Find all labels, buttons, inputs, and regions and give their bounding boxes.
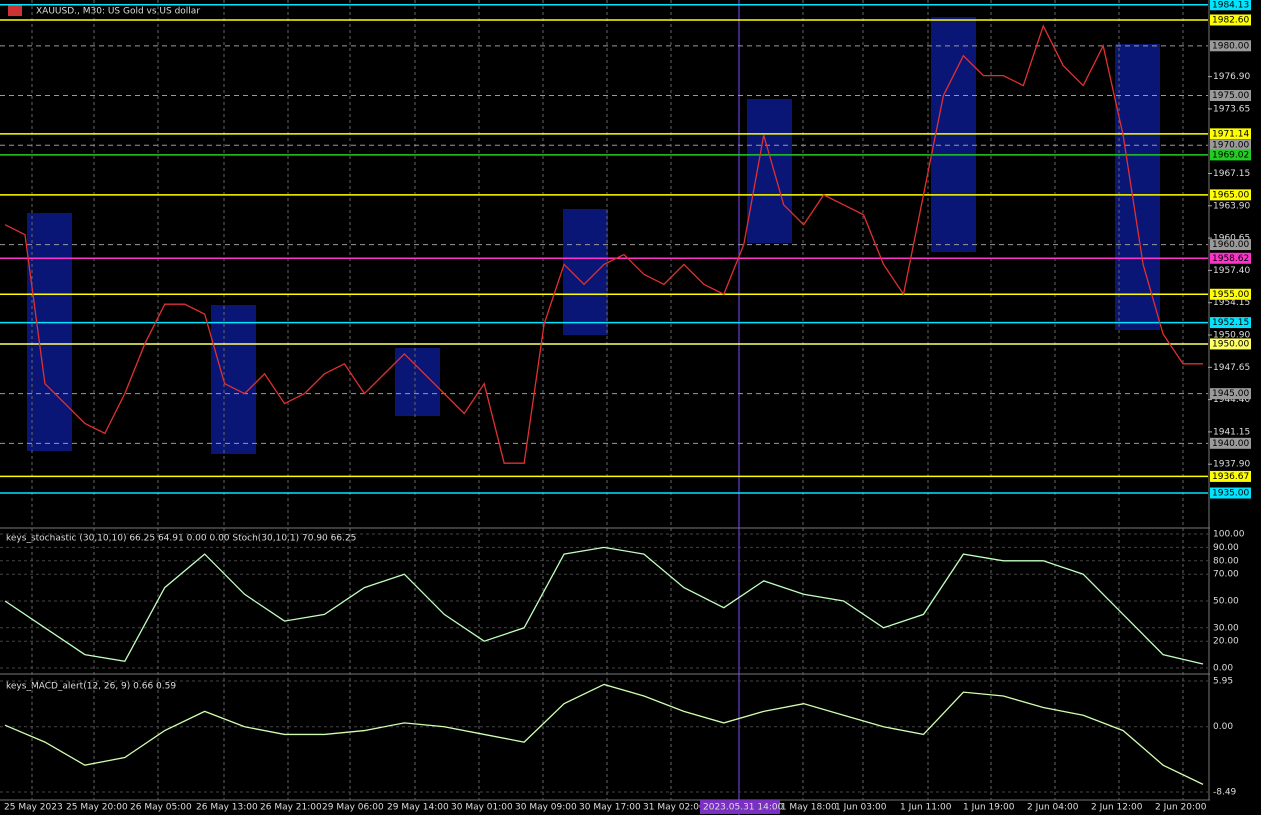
time-label: 30 May 01:00 (451, 803, 513, 813)
indicator-tick: 80.00 (1213, 556, 1239, 566)
price-tick: 1967.15 (1213, 169, 1250, 179)
indicator-tick: 90.00 (1213, 543, 1239, 553)
price-tick: 1944.40 (1213, 395, 1250, 405)
price-tick: 1941.15 (1213, 427, 1250, 437)
boxes (27, 17, 1160, 454)
level-label: 1965.00 (1212, 190, 1249, 200)
level-box (1210, 189, 1251, 201)
level-label: 1935.00 (1212, 489, 1249, 499)
level-box (1210, 388, 1251, 400)
time-label: 1 Jun 19:00 (963, 803, 1015, 813)
level-box (1210, 470, 1251, 482)
indicator-tick: 5.95 (1213, 677, 1233, 687)
level-box (1210, 90, 1251, 102)
flag-icon (8, 5, 22, 16)
level-label: 1984.13 (1212, 0, 1249, 10)
box (563, 209, 608, 335)
time-label: 30 May 17:00 (579, 803, 641, 813)
cursor-time: 2023.05.31 14:00 (703, 803, 784, 813)
level-box (1210, 437, 1251, 449)
indicator-tick: 50.00 (1213, 597, 1239, 607)
time-label: 29 May 06:00 (322, 803, 384, 813)
time-label: 1 Jun 03:00 (835, 803, 887, 813)
level-box (1210, 139, 1251, 151)
time-label: 30 May 09:00 (515, 803, 577, 813)
indicator-tick: 0.00 (1213, 664, 1233, 674)
time-label: 2 Jun 04:00 (1027, 803, 1079, 813)
level-label: 1940.00 (1212, 439, 1249, 449)
price-tick: 1957.40 (1213, 266, 1250, 276)
level-label: 1980.00 (1212, 41, 1249, 51)
time-label: 31 May 02:00 (643, 803, 705, 813)
level-box (1210, 0, 1251, 11)
price-tick: 1960.65 (1213, 234, 1250, 244)
level-box (1210, 149, 1251, 161)
time-label: 25 May 2023 (4, 803, 63, 813)
time-label: 31 May 18:00 (775, 803, 837, 813)
box (27, 213, 72, 451)
level-label: 1952.15 (1212, 318, 1249, 328)
price-tick: 1954.15 (1213, 298, 1250, 308)
level-label: 1971.14 (1212, 129, 1249, 139)
level-label: 1982.60 (1212, 15, 1249, 25)
level-box (1210, 338, 1251, 350)
indicator-tick: 70.00 (1213, 570, 1239, 580)
series-line (4, 683, 1204, 785)
chart-title: XAUUSD., M30: US Gold vs US dollar (36, 7, 200, 17)
level-label: 1936.67 (1212, 472, 1249, 482)
level-label: 1975.00 (1212, 91, 1249, 101)
price-tick: 1950.90 (1213, 331, 1250, 341)
level-box (1210, 487, 1251, 499)
level-box (1210, 14, 1251, 26)
series-line (4, 24, 1203, 464)
box (747, 99, 792, 243)
level-box (1210, 128, 1251, 140)
price-tick: 1976.90 (1213, 72, 1250, 82)
cursor-box (700, 800, 780, 814)
level-box (1210, 252, 1251, 264)
time-label: 1 Jun 11:00 (900, 803, 952, 813)
indicator-tick: -8.49 (1213, 788, 1237, 798)
stoch-label: keys_stochastic (30,10,10) 66.25 64.91 0… (6, 534, 356, 544)
time-label: 26 May 21:00 (260, 803, 322, 813)
level-box (1210, 288, 1251, 300)
time-label: 26 May 05:00 (130, 803, 192, 813)
indicator-tick: 30.00 (1213, 623, 1239, 633)
box (1115, 44, 1160, 330)
box (211, 305, 256, 454)
price-tick: 1963.90 (1213, 201, 1250, 211)
price-tick: 1947.65 (1213, 363, 1250, 373)
series-line (4, 546, 1204, 665)
time-label: 2 Jun 20:00 (1155, 803, 1207, 813)
level-label: 1960.00 (1212, 240, 1249, 250)
time-label: 2 Jun 12:00 (1091, 803, 1143, 813)
time-label: 29 May 14:00 (387, 803, 449, 813)
level-box (1210, 40, 1251, 52)
level-label: 1958.62 (1212, 254, 1249, 264)
level-box (1210, 317, 1251, 329)
level-label: 1969.02 (1212, 150, 1249, 160)
level-label: 1970.00 (1212, 141, 1249, 151)
price-tick: 1973.65 (1213, 104, 1250, 114)
price-tick: 1937.90 (1213, 460, 1250, 470)
macd-label: keys_MACD_alert(12, 26, 9) 0.66 0.59 (6, 682, 176, 692)
indicator-tick: 20.00 (1213, 637, 1239, 647)
level-label: 1955.00 (1212, 290, 1249, 300)
level-label: 1950.00 (1212, 339, 1249, 349)
time-label: 25 May 20:00 (66, 803, 128, 813)
level-box (1210, 239, 1251, 251)
indicator-tick: 0.00 (1213, 722, 1233, 732)
indicator-tick: 100.00 (1213, 530, 1245, 540)
level-label: 1945.00 (1212, 389, 1249, 399)
time-label: 26 May 13:00 (196, 803, 258, 813)
